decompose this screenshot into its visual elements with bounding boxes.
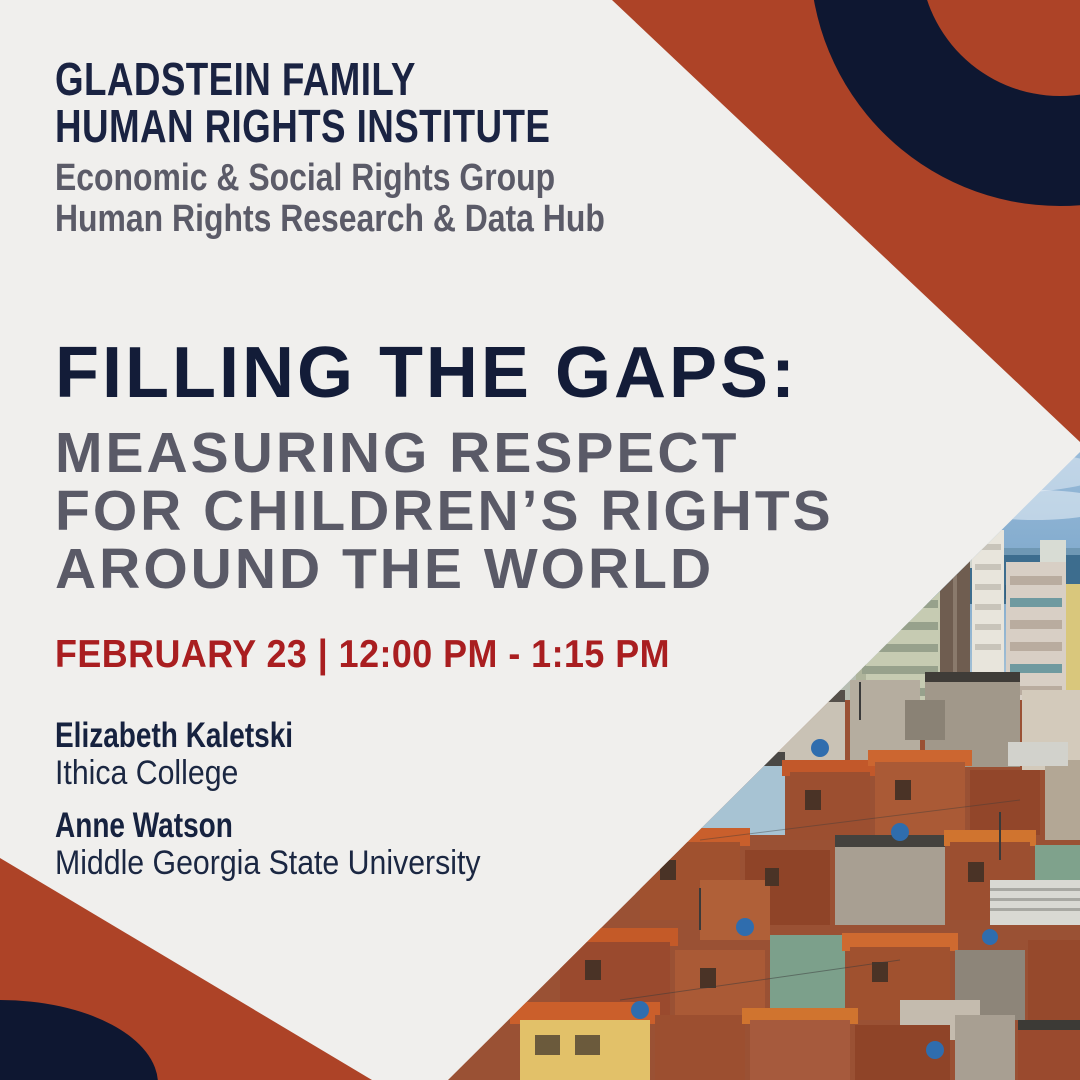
speaker-name: Elizabeth Kaletski	[55, 716, 294, 755]
event-subtitle-line-2: FOR CHILDREN’S RIGHTS	[55, 479, 834, 543]
institute-header: GLADSTEIN FAMILY HUMAN RIGHTS INSTITUTE	[55, 56, 674, 150]
speaker-affiliation: Ithica College	[55, 754, 239, 792]
event-title: FILLING THE GAPS:	[55, 333, 798, 413]
cityscape-photo	[448, 452, 1080, 1080]
event-subtitle: MEASURING RESPECT FOR CHILDREN’S RIGHTS …	[55, 424, 834, 598]
institute-subunits: Economic & Social Rights Group Human Rig…	[55, 158, 710, 240]
speaker-name: Anne Watson	[55, 806, 233, 845]
corner-ring-inner	[927, 0, 1080, 96]
institute-name-line-2: HUMAN RIGHTS INSTITUTE	[55, 100, 551, 152]
subunit-line-2: Human Rights Research & Data Hub	[55, 198, 605, 240]
event-subtitle-line-1: MEASURING RESPECT	[55, 421, 740, 485]
event-datetime: FEBRUARY 23 | 12:00 PM - 1:15 PM	[55, 633, 670, 676]
corner-circle-bottom-left	[0, 1000, 158, 1080]
corner-decoration-bottom-left	[0, 858, 372, 1080]
institute-name-line-1: GLADSTEIN FAMILY	[55, 53, 416, 105]
corner-decoration-top-right	[612, 0, 1080, 442]
subunit-line-1: Economic & Social Rights Group	[55, 157, 556, 199]
speaker-affiliation: Middle Georgia State University	[55, 844, 481, 882]
event-subtitle-line-3: AROUND THE WORLD	[55, 537, 715, 601]
